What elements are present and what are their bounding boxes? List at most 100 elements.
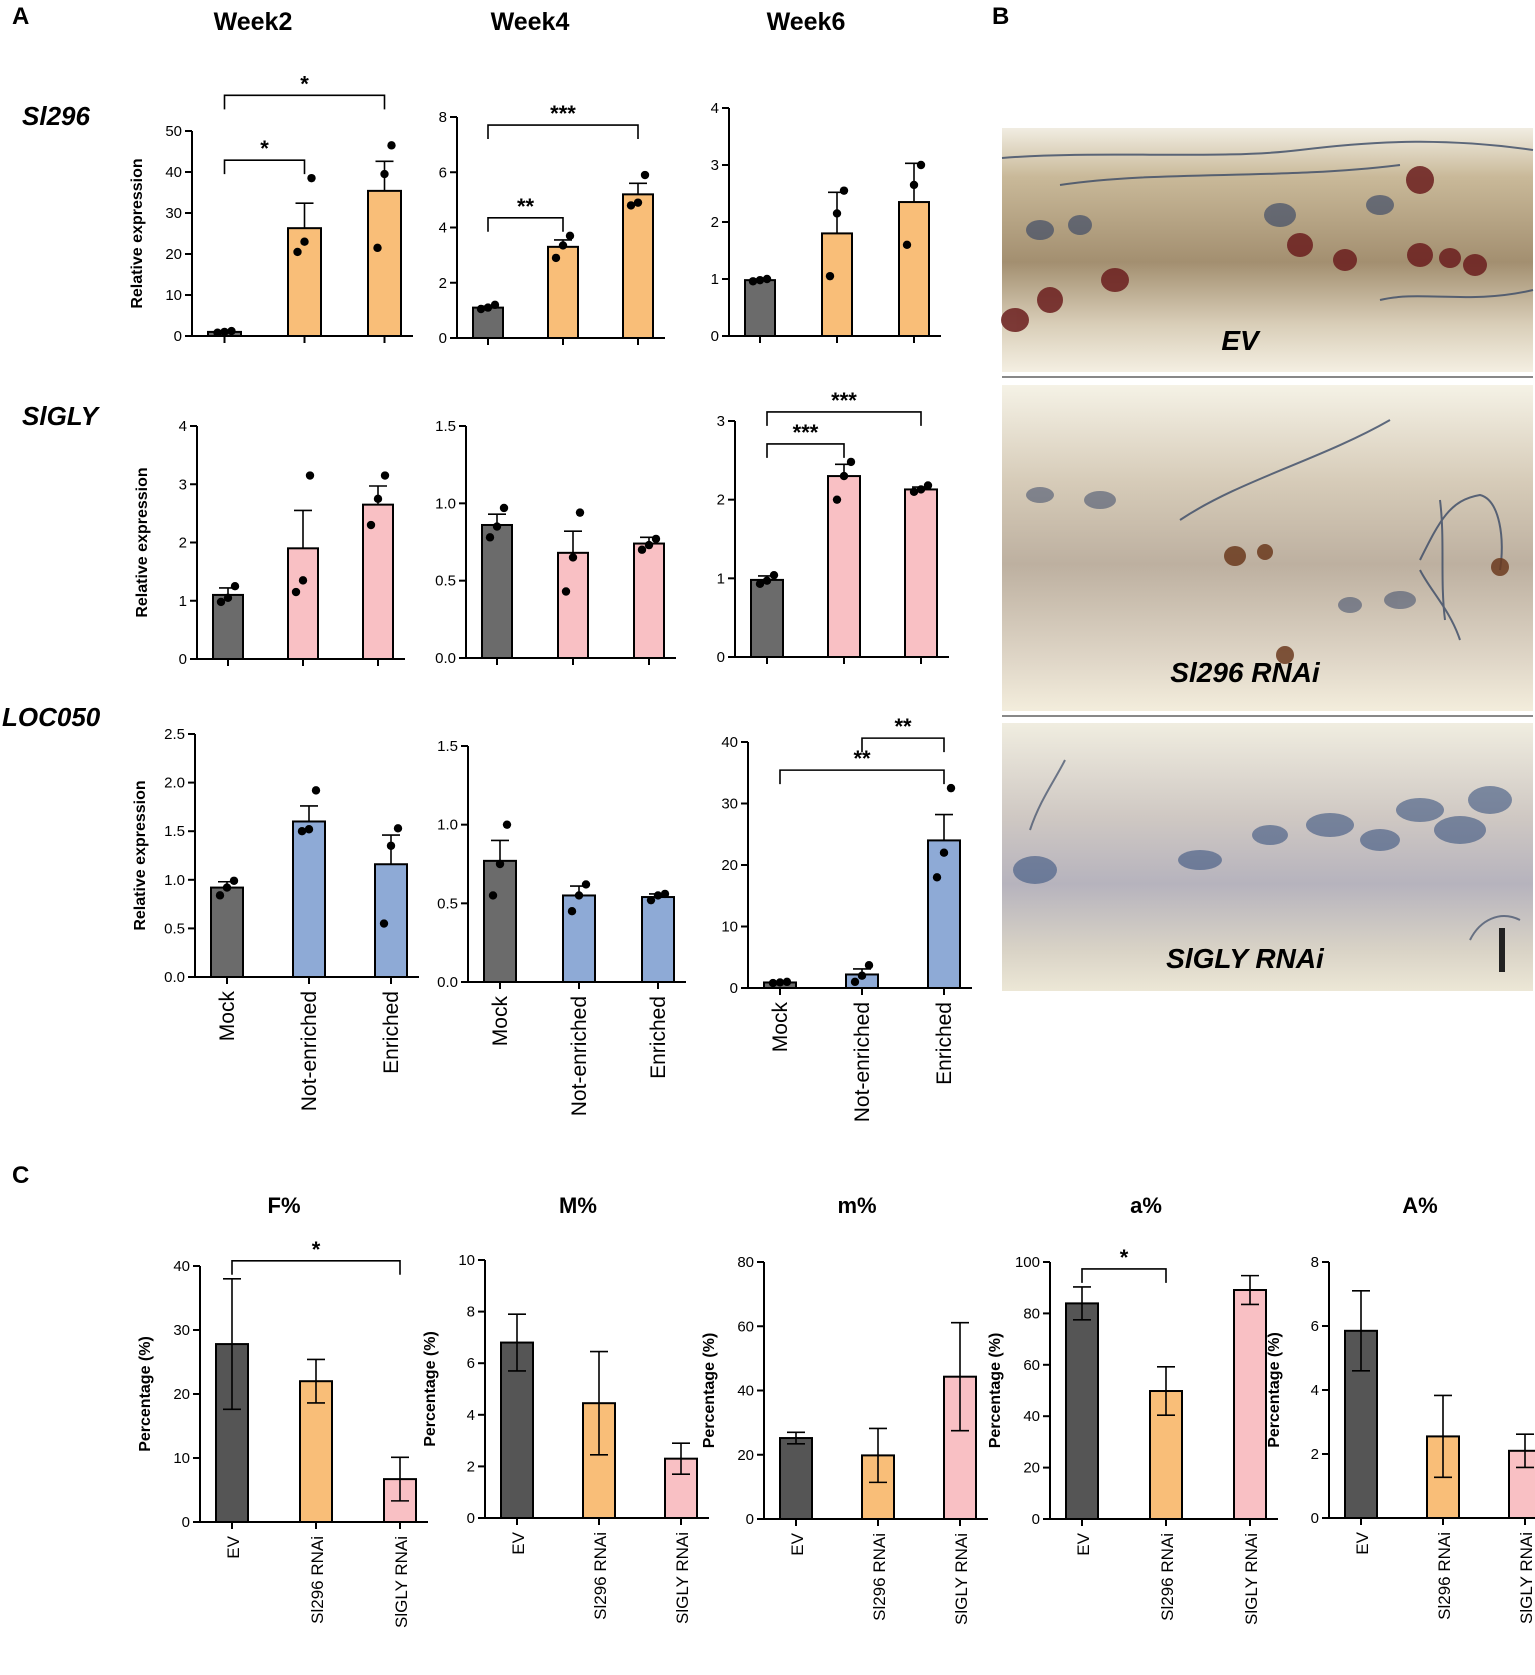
- data-point: [762, 576, 772, 585]
- bar: [374, 863, 408, 978]
- data-point: [782, 977, 792, 987]
- chart-title-f: F%: [268, 1193, 301, 1218]
- y-tick-label: 100: [1015, 1254, 1040, 1271]
- y-tick-label: 20: [165, 246, 182, 263]
- data-point: [768, 978, 778, 988]
- y-axis-title: Relative expression: [134, 467, 151, 617]
- data-point: [229, 876, 239, 885]
- data-point: [304, 825, 314, 834]
- data-point: [502, 820, 512, 829]
- data-point: [297, 827, 307, 836]
- bar: [367, 189, 402, 337]
- bar: [744, 279, 776, 338]
- y-tick-label: 4: [439, 220, 447, 237]
- bar: [481, 523, 513, 660]
- bar: [287, 227, 322, 337]
- data-point: [832, 495, 842, 504]
- bar: [861, 1454, 895, 1520]
- photo-label-slgly-rnai: SlGLY RNAi: [1166, 943, 1325, 974]
- y-tick-label: 6: [467, 1355, 475, 1372]
- y-axis-title: Percentage (%): [701, 1333, 718, 1449]
- y-tick-label: 80: [737, 1254, 754, 1271]
- x-tick-label: EV: [788, 1532, 807, 1555]
- chart-a22: 0.0 0.5 1.0 1.5: [435, 418, 676, 667]
- x-tick-label: Not-enriched: [851, 1002, 874, 1122]
- y-tick-label: 8: [1311, 1254, 1319, 1271]
- data-point: [220, 327, 229, 337]
- y-tick-label: 1.0: [435, 495, 456, 512]
- y-tick-label: 40: [737, 1383, 754, 1400]
- data-point: [633, 198, 643, 207]
- significance-bracket: [231, 1260, 401, 1275]
- gene-label-sl296: Sl296: [22, 101, 90, 131]
- y-tick-label: 8: [439, 109, 447, 126]
- x-tick-label: Sl296 RNAi: [308, 1536, 327, 1624]
- x-tick-label: Not-enriched: [298, 991, 321, 1111]
- y-tick-label: 4: [179, 418, 187, 435]
- significance-label: *: [312, 1237, 321, 1262]
- y-axis-title: Percentage (%): [987, 1333, 1004, 1449]
- y-tick-label: 1.0: [164, 872, 185, 889]
- y-tick-label: 0.0: [164, 969, 185, 986]
- data-point: [775, 978, 785, 987]
- y-tick-label: 2: [179, 535, 187, 552]
- significance-bracket: [766, 443, 845, 458]
- data-point: [213, 328, 222, 337]
- y-tick-label: 0: [467, 1510, 475, 1527]
- data-point: [561, 587, 571, 596]
- data-point: [483, 303, 493, 312]
- data-point: [380, 169, 389, 179]
- bar: [557, 551, 589, 659]
- y-tick-label: 30: [173, 1322, 190, 1339]
- y-axis-title: Percentage (%): [1266, 1332, 1283, 1448]
- chart-a33: 0 10 20 30 40 Mock Not-enriched Enriched ** **: [721, 714, 972, 1122]
- data-point: [916, 485, 926, 494]
- y-tick-label: 50: [165, 123, 182, 140]
- data-point: [567, 907, 577, 916]
- bar: [210, 886, 244, 978]
- data-point: [832, 209, 842, 218]
- data-point: [653, 891, 663, 900]
- x-tick-label: Not-enriched: [568, 996, 591, 1116]
- chart-c4: 0 20 40 60 80 100 Percentage (%) EV Sl296 RNAi Sl…: [987, 1245, 1278, 1625]
- chart-a21: 0 1 2 3 4 Relative expression: [134, 418, 405, 668]
- gene-label-slgly: SlGLY: [22, 401, 101, 431]
- data-point: [215, 891, 225, 900]
- panel-letter-c: C: [12, 1162, 29, 1189]
- bar: [299, 1380, 333, 1523]
- y-tick-label: 4: [711, 100, 719, 117]
- data-point: [565, 231, 575, 240]
- column-title-week2: Week2: [214, 8, 293, 36]
- x-tick-label: Sl296 RNAi: [1158, 1533, 1177, 1621]
- y-tick-label: 0.0: [437, 974, 458, 991]
- chart-a31: 0.0 0.5 1.0 1.5 2.0 2.5 Relative expression Moc…: [132, 726, 419, 1111]
- data-point: [857, 971, 867, 980]
- data-point: [485, 533, 495, 542]
- y-tick-label: 2: [439, 275, 447, 292]
- y-tick-label: 0.5: [435, 573, 456, 590]
- x-tick-label: EV: [1353, 1531, 1372, 1554]
- data-point: [769, 570, 779, 580]
- chart-a23: 0 1 2 3 *** ***: [717, 388, 949, 666]
- y-tick-label: 20: [1023, 1460, 1040, 1477]
- significance-label: ***: [550, 101, 576, 126]
- y-axis-title: Percentage (%): [137, 1336, 154, 1452]
- data-point: [291, 587, 301, 597]
- photo-label-sl296-rnai: Sl296 RNAi: [1170, 657, 1321, 688]
- bar: [779, 1437, 813, 1521]
- data-point: [637, 545, 647, 554]
- y-tick-label: 1.5: [437, 738, 458, 755]
- y-tick-label: 0: [746, 1511, 754, 1528]
- bar: [292, 820, 326, 978]
- x-tick-label: SlGLY RNAi: [673, 1532, 692, 1624]
- y-axis-title: Relative expression: [129, 158, 146, 308]
- data-point: [227, 326, 236, 336]
- y-tick-label: 0: [182, 1514, 190, 1531]
- data-point: [651, 534, 661, 544]
- bar: [750, 578, 784, 659]
- data-point: [839, 186, 849, 195]
- data-point: [551, 253, 561, 263]
- bar: [821, 232, 853, 337]
- significance-bracket: [223, 94, 386, 110]
- y-tick-label: 4: [467, 1407, 475, 1424]
